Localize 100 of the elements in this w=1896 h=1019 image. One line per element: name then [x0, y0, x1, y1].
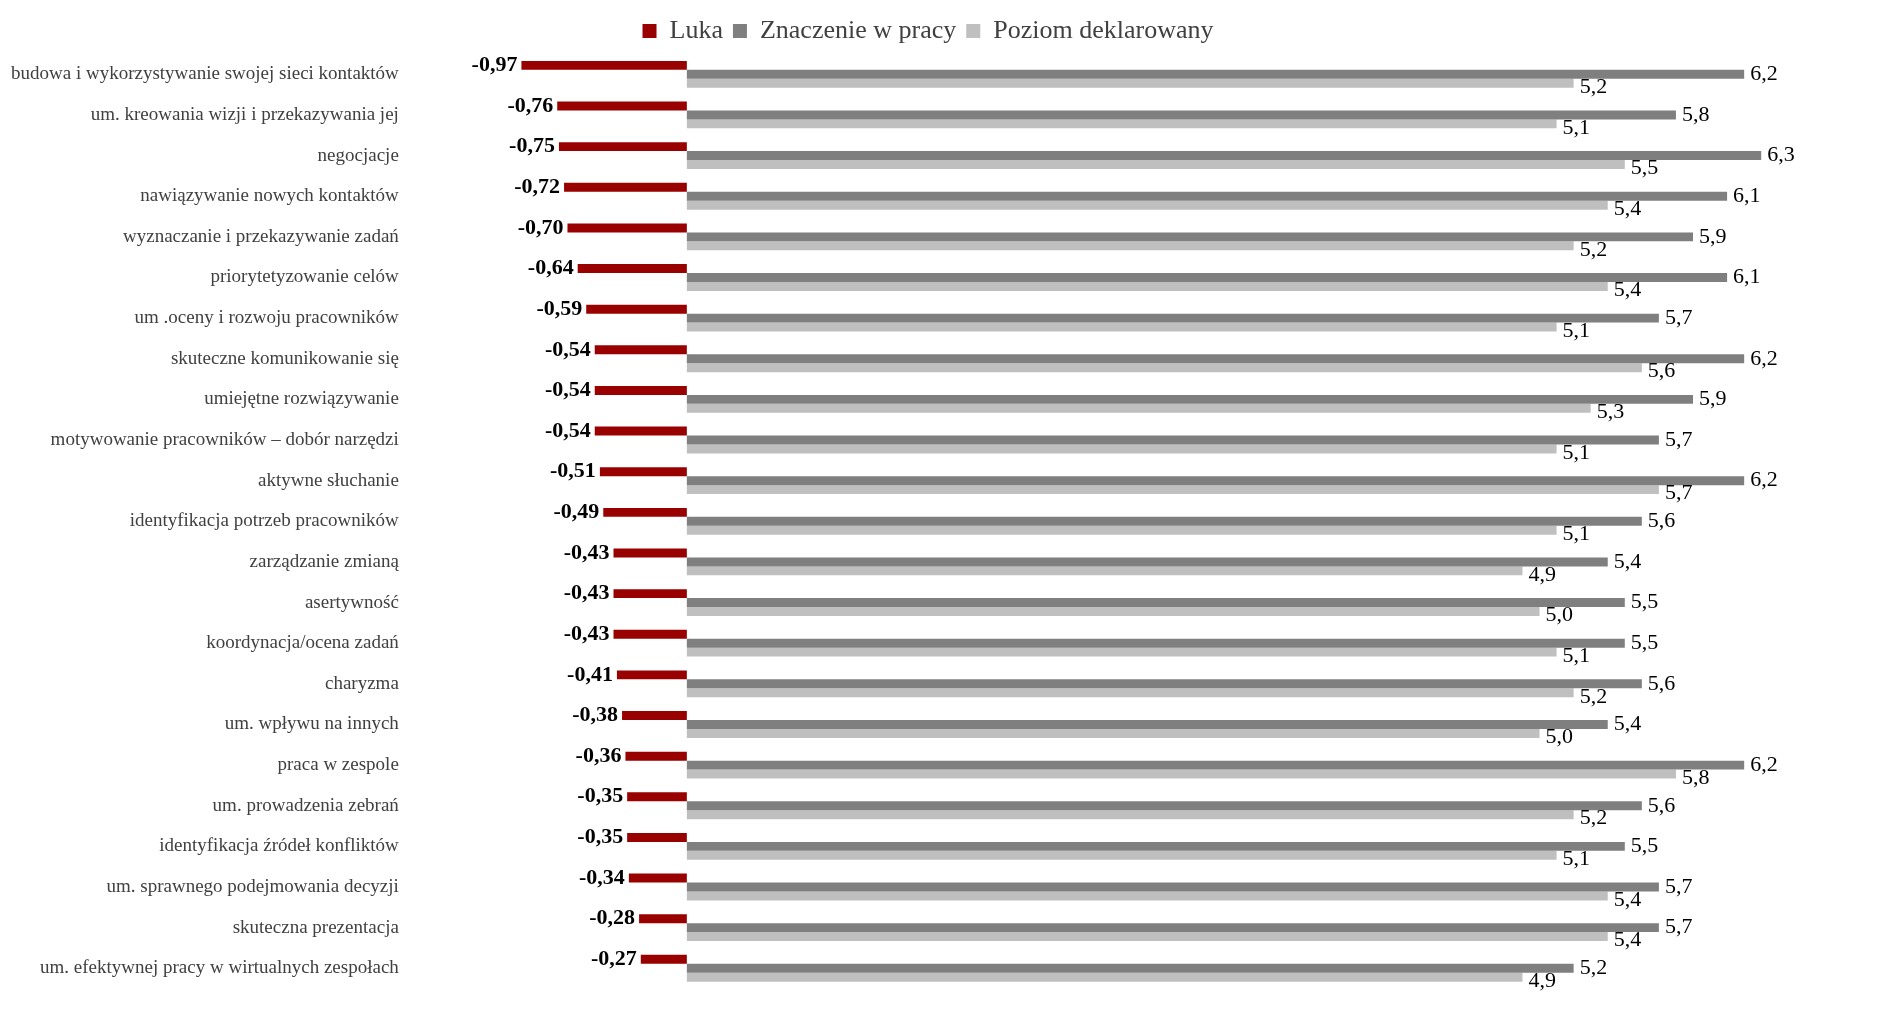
bar — [686, 923, 1659, 933]
data-label: 5,2 — [1579, 804, 1608, 830]
data-label: -0,27 — [590, 945, 637, 971]
bar — [686, 200, 1608, 210]
bar — [686, 160, 1625, 169]
y-tick-label: identyfikacja źródeł konfliktów — [159, 834, 400, 856]
bar — [686, 728, 1540, 738]
data-label: -0,97 — [471, 51, 518, 77]
y-tick-label: priorytetyzowanie celów — [210, 265, 400, 287]
bar — [686, 273, 1728, 282]
data-label: 5,7 — [1664, 872, 1693, 898]
bar — [686, 850, 1557, 860]
bar — [686, 688, 1574, 698]
y-tick-label: koordynacja/ocena zadań — [206, 631, 400, 653]
bar — [603, 507, 687, 517]
data-label: 5,1 — [1562, 641, 1591, 667]
y-tick-label: wyznaczanie i przekazywanie zadań — [122, 224, 400, 246]
bar — [627, 792, 687, 802]
bar — [567, 223, 687, 233]
bar — [686, 191, 1728, 201]
bar — [586, 304, 687, 314]
bar — [686, 720, 1608, 729]
bar — [686, 566, 1523, 576]
bar — [686, 841, 1625, 851]
y-tick-label: skuteczne komunikowanie się — [170, 346, 399, 368]
data-label: 6,2 — [1750, 750, 1778, 776]
bar — [686, 485, 1659, 495]
data-label: 5,4 — [1613, 276, 1642, 302]
data-label: 5,4 — [1613, 885, 1642, 911]
y-tick-label: um. sprawnego podejmowania decyzji — [106, 875, 399, 896]
data-label: 5,8 — [1681, 763, 1710, 789]
bar — [686, 891, 1608, 901]
data-label: 6,2 — [1750, 60, 1778, 86]
data-label: -0,72 — [514, 172, 561, 198]
bar — [521, 60, 687, 70]
data-label: -0,54 — [544, 416, 591, 442]
bar — [594, 426, 687, 436]
bar — [557, 101, 687, 111]
data-label: 5,5 — [1630, 154, 1659, 180]
data-label: 5,6 — [1647, 357, 1676, 383]
bar — [686, 444, 1557, 454]
bar — [594, 385, 687, 395]
bar — [686, 760, 1745, 770]
bar — [686, 679, 1642, 689]
bar — [686, 313, 1659, 323]
bar — [686, 435, 1659, 445]
y-tick-label: nawiązywanie nowych kontaktów — [140, 184, 400, 206]
data-label: 5,2 — [1579, 73, 1608, 99]
data-label: -0,54 — [544, 376, 591, 402]
data-label: 5,7 — [1664, 479, 1693, 505]
y-tick-label: um. kreowania wizji i przekazywania jej — [90, 102, 399, 124]
y-tick-label: motywowanie pracowników – dobór narzędzi — [50, 428, 399, 450]
y-tick-label: um. wpływu na innych — [224, 712, 400, 734]
data-label: 5,1 — [1562, 520, 1591, 546]
bar — [613, 629, 687, 639]
bar — [686, 232, 1693, 242]
bar — [639, 914, 687, 924]
y-tick-label: budowa i wykorzystywanie swojej sieci kontaktów — [11, 62, 400, 84]
bar — [640, 954, 687, 964]
data-label: -0,28 — [589, 904, 636, 930]
data-label: -0,51 — [550, 457, 596, 483]
bar — [628, 873, 687, 883]
y-tick-label: skuteczna prezentacja — [232, 915, 400, 937]
data-label: 5,4 — [1613, 710, 1642, 736]
data-label: -0,43 — [563, 619, 610, 645]
data-label: 6,3 — [1767, 141, 1795, 167]
data-label: 5,0 — [1545, 723, 1574, 749]
bar — [686, 963, 1574, 973]
bar — [627, 832, 687, 842]
bar — [613, 589, 687, 599]
data-label: 6,1 — [1733, 182, 1761, 207]
data-label: -0,35 — [577, 823, 624, 849]
bar — [558, 142, 687, 152]
data-label: -0,38 — [572, 701, 619, 727]
data-label: 5,7 — [1664, 913, 1693, 939]
data-label: 5,5 — [1630, 832, 1659, 858]
data-label: 5,7 — [1664, 425, 1693, 451]
y-tick-label: praca w zespole — [277, 753, 399, 775]
bar — [686, 281, 1608, 291]
bar — [686, 638, 1625, 648]
data-label: 5,2 — [1579, 682, 1608, 708]
data-label: -0,35 — [577, 782, 624, 808]
bar — [686, 69, 1745, 79]
data-label: 5,4 — [1613, 547, 1642, 573]
bar — [686, 972, 1523, 982]
data-label: 5,1 — [1562, 438, 1591, 464]
data-label: 5,7 — [1664, 303, 1693, 329]
data-label: 6,2 — [1750, 466, 1778, 492]
bar — [686, 119, 1557, 129]
data-label: -0,59 — [536, 294, 583, 320]
data-label: 5,6 — [1647, 507, 1676, 533]
bar — [564, 182, 687, 192]
y-tick-label: aktywne słuchanie — [257, 468, 399, 490]
bar — [686, 476, 1745, 486]
data-label: 5,8 — [1681, 100, 1710, 126]
bar — [686, 607, 1540, 616]
bar — [686, 557, 1608, 567]
y-tick-label: negocjacje — [317, 143, 399, 165]
bar — [577, 264, 687, 274]
bar — [686, 598, 1625, 608]
